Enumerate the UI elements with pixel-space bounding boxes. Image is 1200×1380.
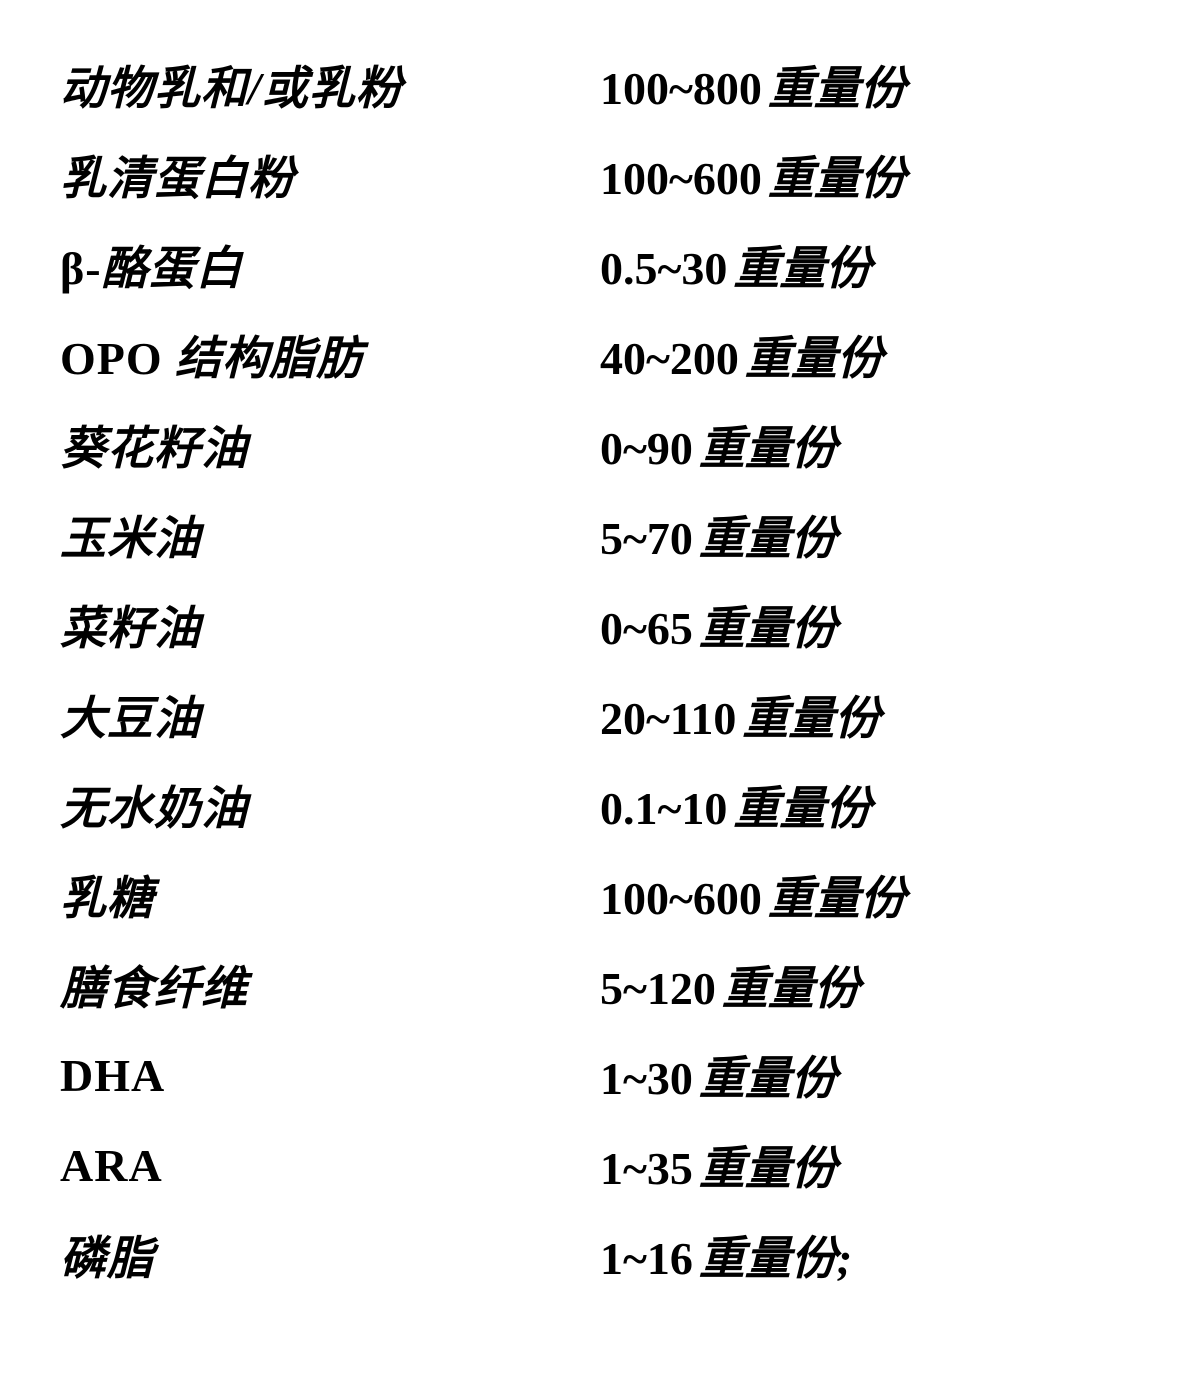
- ingredient-value: 0~90重量份: [600, 412, 837, 478]
- ingredient-label: β-酪蛋白: [60, 232, 600, 298]
- table-row: 无水奶油 0.1~10重量份: [60, 760, 1140, 850]
- table-row: 磷脂 1~16重量份;: [60, 1210, 1140, 1300]
- table-row: 乳清蛋白粉 100~600重量份: [60, 130, 1140, 220]
- ingredient-value: 1~16重量份;: [600, 1222, 852, 1288]
- ingredient-label: 菜籽油: [60, 592, 600, 658]
- ingredient-label: DHA: [60, 1049, 600, 1102]
- ingredient-value: 40~200重量份: [600, 322, 883, 388]
- table-row: β-酪蛋白 0.5~30重量份: [60, 220, 1140, 310]
- ingredient-label: ARA: [60, 1139, 600, 1192]
- ingredient-value: 100~600重量份: [600, 142, 906, 208]
- ingredient-value: 100~800重量份: [600, 52, 906, 118]
- ingredient-value: 5~70重量份: [600, 502, 837, 568]
- ingredient-value: 5~120重量份: [600, 952, 860, 1018]
- ingredient-label: 磷脂: [60, 1222, 600, 1288]
- table-row: 大豆油 20~110重量份: [60, 670, 1140, 760]
- ingredients-table: 动物乳和/或乳粉 100~800重量份 乳清蛋白粉 100~600重量份 β-酪…: [60, 40, 1140, 1300]
- ingredient-value: 0.1~10重量份: [600, 772, 871, 838]
- label-text: 酪蛋白: [102, 243, 243, 294]
- table-row: DHA 1~30重量份: [60, 1030, 1140, 1120]
- table-row: 动物乳和/或乳粉 100~800重量份: [60, 40, 1140, 130]
- ingredient-label: 乳清蛋白粉: [60, 142, 600, 208]
- table-row: 乳糖 100~600重量份: [60, 850, 1140, 940]
- ingredient-label: 动物乳和/或乳粉: [60, 52, 600, 118]
- table-row: ARA 1~35重量份: [60, 1120, 1140, 1210]
- ingredient-label: 乳糖: [60, 862, 600, 928]
- table-row: OPO 结构脂肪 40~200重量份: [60, 310, 1140, 400]
- ingredient-value: 1~30重量份: [600, 1042, 837, 1108]
- ingredient-value: 1~35重量份: [600, 1132, 837, 1198]
- ingredient-label: 玉米油: [60, 502, 600, 568]
- ingredient-value: 0~65重量份: [600, 592, 837, 658]
- ingredient-label: OPO 结构脂肪: [60, 322, 600, 388]
- ingredient-value: 100~600重量份: [600, 862, 906, 928]
- ingredient-label: 大豆油: [60, 682, 600, 748]
- table-row: 菜籽油 0~65重量份: [60, 580, 1140, 670]
- ingredient-label: 膳食纤维: [60, 952, 600, 1018]
- ingredient-value: 0.5~30重量份: [600, 232, 871, 298]
- table-row: 玉米油 5~70重量份: [60, 490, 1140, 580]
- table-row: 膳食纤维 5~120重量份: [60, 940, 1140, 1030]
- table-row: 葵花籽油 0~90重量份: [60, 400, 1140, 490]
- ingredient-label: 无水奶油: [60, 772, 600, 838]
- ingredient-label: 葵花籽油: [60, 412, 600, 478]
- ingredient-value: 20~110重量份: [600, 682, 880, 748]
